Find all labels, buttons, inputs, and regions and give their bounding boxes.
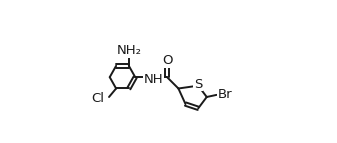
- Text: Br: Br: [217, 88, 232, 101]
- Text: O: O: [162, 54, 172, 67]
- Text: NH₂: NH₂: [116, 44, 141, 57]
- Text: S: S: [194, 78, 203, 91]
- Text: Cl: Cl: [91, 92, 104, 105]
- Text: NH: NH: [144, 74, 163, 87]
